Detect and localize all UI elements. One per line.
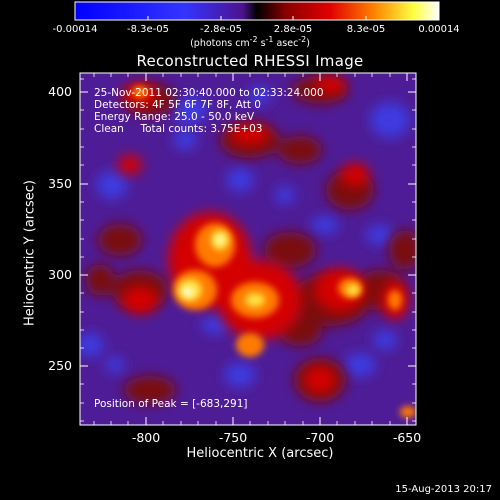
heatmap-image xyxy=(80,73,416,425)
colorbar-tick-label: 8.3e-05 xyxy=(346,24,386,35)
colorbar-tick-label: -2.8e-05 xyxy=(200,24,242,35)
x-tick-label: -750 xyxy=(218,430,248,445)
colorbar-tick-label: -0.00014 xyxy=(52,24,98,35)
y-axis-label: Heliocentric Y (arcsec) xyxy=(22,180,38,326)
detectors-annotation: Detectors: 4F 5F 6F 7F 8F, Att 0 xyxy=(94,99,261,111)
plot-frame xyxy=(79,72,417,426)
x-tick-label: -800 xyxy=(131,430,161,445)
y-tick-label: 350 xyxy=(48,176,72,191)
energy-range-annotation: Energy Range: 25.0 - 50.0 keV xyxy=(94,111,255,123)
footer-date: 15-Aug-2013 20:17 xyxy=(395,484,492,495)
y-tick-label: 400 xyxy=(48,84,72,99)
plot-title: Reconstructed RHESSI Image xyxy=(136,52,364,70)
colorbar-gradient xyxy=(74,1,440,21)
time-range-annotation: 25-Nov-2011 02:30:40.000 to 02:33:24.000 xyxy=(94,87,324,99)
colorbar xyxy=(74,1,440,21)
colorbar-tick-label: 2.8e-05 xyxy=(273,24,313,35)
x-tick-label: -650 xyxy=(392,430,422,445)
y-tick-label: 250 xyxy=(48,358,72,373)
x-tick-label: -700 xyxy=(305,430,335,445)
colorbar-tick-label: 0.00014 xyxy=(418,24,460,35)
colorbar-tick-label: -8.3e-05 xyxy=(127,24,169,35)
method-annotation: Clean Total counts: 3.75E+03 xyxy=(94,123,263,135)
x-axis-label: Heliocentric X (arcsec) xyxy=(186,446,334,461)
peak-position-annotation: Position of Peak = [-683,291] xyxy=(94,398,248,410)
colorbar-unit-label: (photons cm-2 s-1 asec-2) xyxy=(190,35,310,50)
y-tick-label: 300 xyxy=(48,267,72,282)
